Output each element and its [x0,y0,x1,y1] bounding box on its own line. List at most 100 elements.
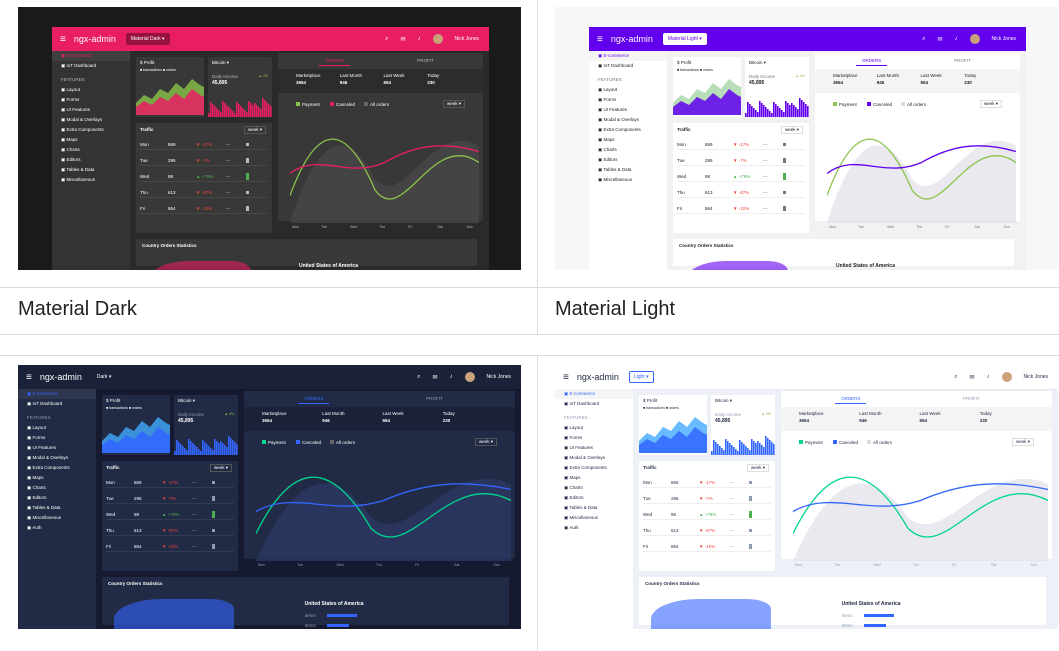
orders-period[interactable]: week ▾ [979,100,1002,108]
theme-selector[interactable]: Light ▾ [628,371,654,383]
sidebar-item[interactable]: ▣ Forms [61,97,80,102]
traffic-period[interactable]: week ▾ [780,126,803,134]
sidebar-item[interactable]: ▣ IoT Dashboard [27,401,63,406]
sidebar-item[interactable]: ▣ E-commerce [589,51,667,61]
sidebar-item[interactable]: ▣ Tables & Data [564,505,598,510]
orders-tab[interactable]: PROFIT [426,396,443,401]
sidebar-item[interactable]: ▣ Charts [564,485,583,490]
sidebar-item[interactable]: ▣ IoT Dashboard [61,63,97,68]
theme-selector[interactable]: Material Light ▾ [662,33,707,45]
sidebar-item[interactable]: ▣ Forms [564,435,583,440]
avatar[interactable] [464,372,475,382]
bell-icon[interactable]: ♪ [986,374,990,380]
sidebar-item[interactable]: ▣ E-commerce [52,51,130,61]
sidebar-item[interactable]: ▣ Layout [598,87,618,92]
avatar[interactable] [1001,372,1012,382]
orders-tab[interactable]: ORDERS [298,396,330,404]
orders-tab[interactable]: PROFIT [954,58,971,63]
sidebar-item[interactable]: ▣ Tables & Data [598,167,632,172]
sidebar-item[interactable]: ▣ Extra Components [61,127,104,132]
sidebar-item[interactable]: ▣ Extra Components [598,127,641,132]
search-icon[interactable]: ⌕ [417,373,421,380]
orders-tab[interactable]: PROFIT [963,396,980,401]
sidebar-item[interactable]: ▣ Miscellaneous [564,515,599,520]
sidebar-item[interactable]: ▣ Maps [61,137,78,142]
theme-preview-default[interactable]: ≡ ngx-admin Light ▾ ⌕ ✉ ♪ Nick Jones ▣ E-commer… [555,365,1058,629]
sidebar-item[interactable]: ▣ Charts [27,485,46,490]
sidebar-item[interactable]: ▣ E-commerce [18,389,96,399]
orders-tab[interactable]: ORDERS [835,396,867,404]
orders-tab[interactable]: ORDERS [319,58,351,66]
sidebar-item[interactable]: ▣ Extra Components [564,465,607,470]
sidebar-item[interactable]: ▣ Editors [27,495,47,500]
bell-icon[interactable]: ♪ [449,374,453,380]
traffic-period[interactable]: week ▾ [209,464,232,472]
theme-selector[interactable]: Material Dark ▾ [125,33,170,45]
search-icon[interactable]: ⌕ [385,35,389,42]
sidebar-item[interactable]: ▣ Tables & Data [61,167,95,172]
sidebar-item[interactable]: ▣ Editors [564,495,584,500]
mail-icon[interactable]: ✉ [937,36,943,43]
user-name[interactable]: Nick Jones [1023,374,1048,380]
search-icon[interactable]: ⌕ [954,373,958,380]
bell-icon[interactable]: ♪ [417,36,421,42]
hamburger-icon[interactable]: ≡ [597,33,603,45]
orders-tab[interactable]: ORDERS [856,58,888,66]
user-name[interactable]: Nick Jones [454,36,479,42]
traffic-period[interactable]: week ▾ [746,464,769,472]
sidebar-item[interactable]: ▣ Layout [27,425,47,430]
sidebar-item[interactable]: ▣ Layout [564,425,584,430]
sidebar-item[interactable]: ▣ UI Features [598,107,628,112]
sidebar-item[interactable]: ▣ Modal & Overlays [564,455,606,460]
sidebar-item[interactable]: ▣ Modal & Overlays [61,117,103,122]
income-selector[interactable]: Bitcoin ▾ [749,60,767,65]
sidebar-item[interactable]: ▣ Forms [27,435,46,440]
hamburger-icon[interactable]: ≡ [563,371,569,383]
income-selector[interactable]: Bitcoin ▾ [715,398,733,403]
sidebar-item[interactable]: ▣ Charts [598,147,617,152]
sidebar-item[interactable]: ▣ E-commerce [555,389,633,399]
bell-icon[interactable]: ♪ [954,36,958,42]
sidebar-item[interactable]: ▣ Editors [61,157,81,162]
user-name[interactable]: Nick Jones [486,374,511,380]
income-selector[interactable]: Bitcoin ▾ [212,60,230,65]
mail-icon[interactable]: ✉ [969,374,975,381]
sidebar-item[interactable]: ▣ Extra Components [27,465,70,470]
hamburger-icon[interactable]: ≡ [60,33,66,45]
sidebar-item[interactable]: ▣ UI Features [27,445,57,450]
sidebar-item[interactable]: ▣ Editors [598,157,618,162]
hamburger-icon[interactable]: ≡ [26,371,32,383]
caption-material-light[interactable]: Material Light [555,298,676,320]
sidebar-item[interactable]: ▣ Tables & Data [27,505,61,510]
sidebar-item[interactable]: ▣ Maps [27,475,44,480]
mail-icon[interactable]: ✉ [432,374,438,381]
search-icon[interactable]: ⌕ [922,35,926,42]
sidebar-item[interactable]: ▣ IoT Dashboard [564,401,600,406]
sidebar-item[interactable]: ▣ Auth [564,525,579,530]
mail-icon[interactable]: ✉ [400,36,406,43]
sidebar-item[interactable]: ▣ UI Features [61,107,91,112]
income-selector[interactable]: Bitcoin ▾ [178,398,196,403]
sidebar-item[interactable]: ▣ Layout [61,87,81,92]
sidebar-item[interactable]: ▣ Modal & Overlays [27,455,69,460]
traffic-period[interactable]: week ▾ [243,126,266,134]
sidebar-item[interactable]: ▣ Maps [564,475,581,480]
sidebar-item[interactable]: ▣ Charts [61,147,80,152]
avatar[interactable] [969,34,980,44]
avatar[interactable] [432,34,443,44]
theme-preview-light[interactable]: ≡ ngx-admin Material Light ▾ ⌕ ✉ ♪ Nick Jones ▣… [555,7,1058,270]
theme-selector[interactable]: Dark ▾ [91,371,117,383]
orders-period[interactable]: week ▾ [1011,438,1034,446]
sidebar-item[interactable]: ▣ Miscellaneous [598,177,633,182]
orders-period[interactable]: week ▾ [474,438,497,446]
sidebar-item[interactable]: ▣ Forms [598,97,617,102]
sidebar-item[interactable]: ▣ Maps [598,137,615,142]
sidebar-item[interactable]: ▣ Auth [27,525,42,530]
sidebar-item[interactable]: ▣ Miscellaneous [27,515,62,520]
sidebar-item[interactable]: ▣ IoT Dashboard [598,63,634,68]
theme-preview-cosmic[interactable]: ≡ ngx-admin Dark ▾ ⌕ ✉ ♪ Nick Jones ▣ E-commerc… [18,365,521,629]
orders-tab[interactable]: PROFIT [417,58,434,63]
orders-period[interactable]: week ▾ [442,100,465,108]
user-name[interactable]: Nick Jones [991,36,1016,42]
caption-material-dark[interactable]: Material Dark [18,298,137,320]
